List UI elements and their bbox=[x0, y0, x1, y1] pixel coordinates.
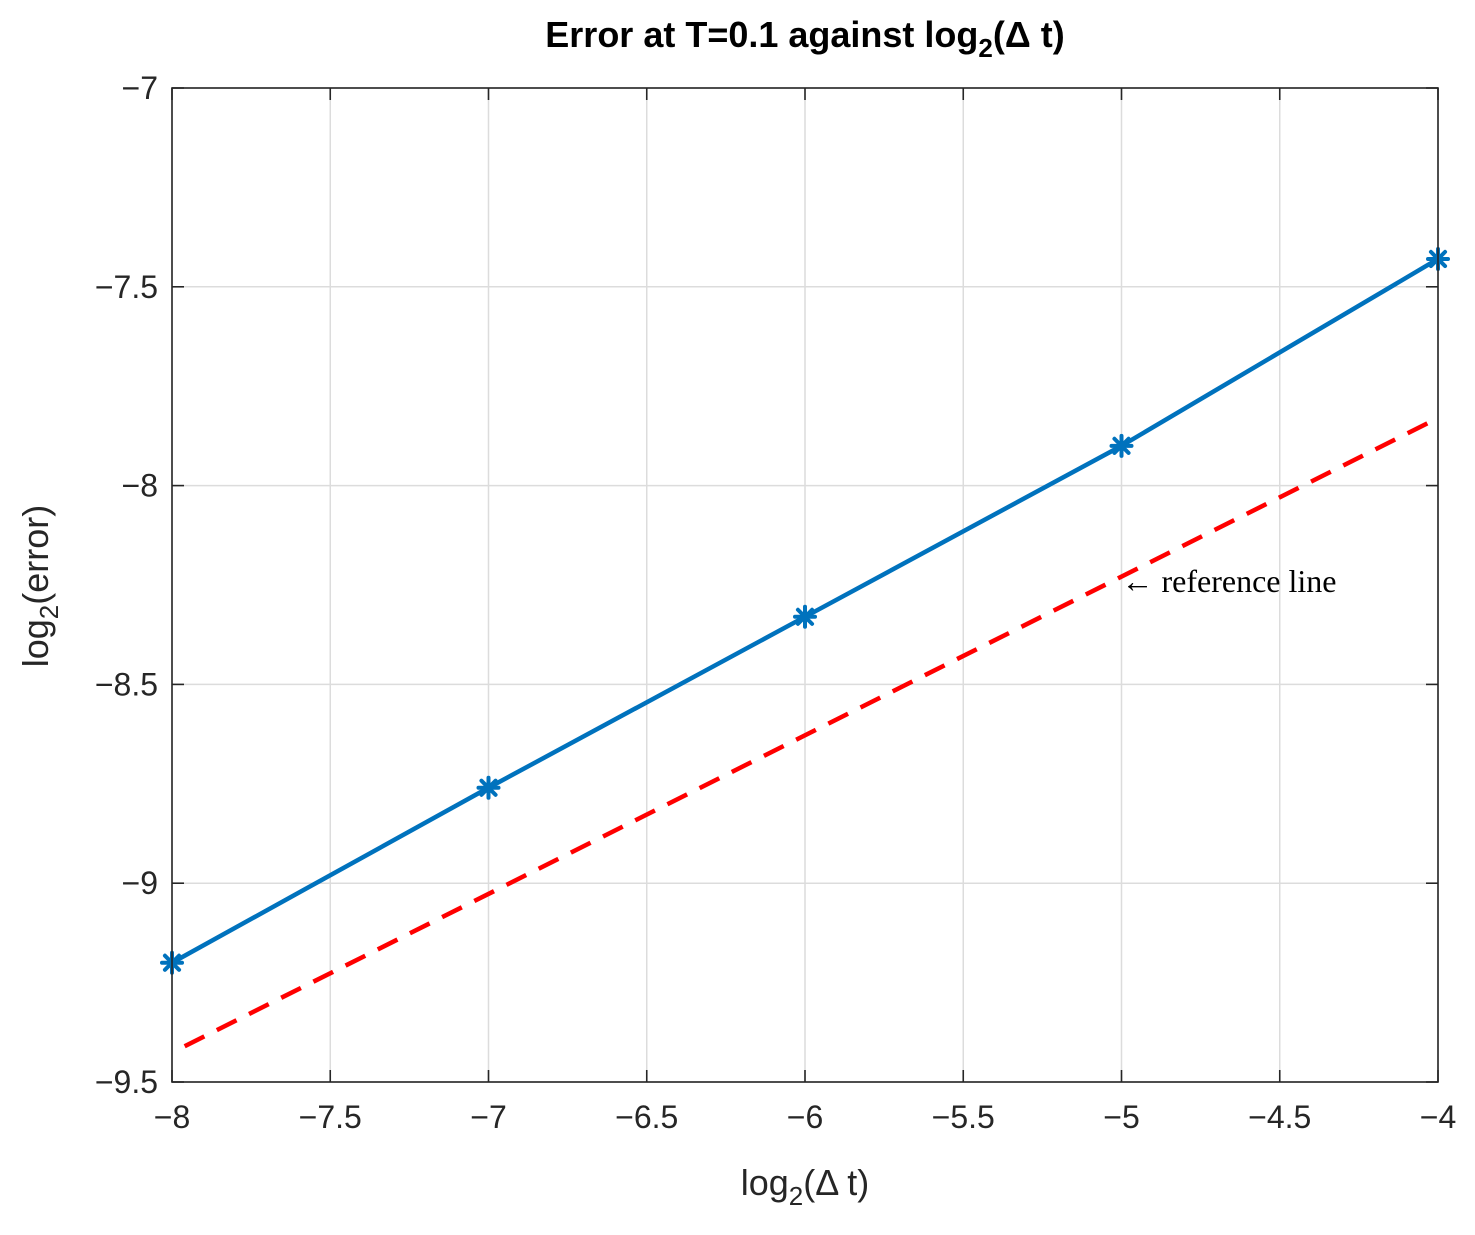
data-point-marker bbox=[1109, 433, 1134, 458]
chart-title-subscript: 2 bbox=[978, 33, 992, 63]
y-axis-label-main: log bbox=[15, 619, 56, 667]
y-tick-label: −7 bbox=[122, 70, 158, 106]
x-tick-label: −7 bbox=[470, 1099, 506, 1135]
y-axis-label-tail: (error) bbox=[15, 505, 56, 605]
x-tick-label: −7.5 bbox=[299, 1099, 362, 1135]
x-tick-label: −4 bbox=[1420, 1099, 1456, 1135]
y-tick-label: −9.5 bbox=[95, 1064, 158, 1100]
annotations: ← reference line bbox=[1122, 563, 1337, 599]
x-axis-label-tail: (Δ t) bbox=[803, 1162, 869, 1203]
x-tick-label: −4.5 bbox=[1248, 1099, 1311, 1135]
data-point-marker bbox=[793, 604, 817, 629]
y-axis-label: log2(error) bbox=[15, 505, 64, 668]
reference-line-annotation: ← reference line bbox=[1122, 563, 1337, 599]
x-axis-label-main: log bbox=[741, 1162, 789, 1203]
x-axis-label-subscript: 2 bbox=[789, 1181, 803, 1211]
x-tick-label: −8 bbox=[154, 1099, 190, 1135]
x-axis-label: log2(Δ t) bbox=[741, 1162, 870, 1211]
y-tick-label: −8 bbox=[122, 468, 158, 504]
reference-series-line bbox=[183, 415, 1440, 1049]
grid bbox=[171, 87, 1439, 1083]
y-axis-label-subscript: 2 bbox=[34, 605, 64, 619]
y-tick-label: −9 bbox=[122, 865, 158, 901]
chart-title-tail: (Δ t) bbox=[993, 14, 1065, 55]
x-tick-label: −6.5 bbox=[615, 1099, 678, 1135]
y-tick-label: −7.5 bbox=[95, 269, 158, 305]
x-tick-label: −5.5 bbox=[932, 1099, 995, 1135]
y-tick-label: −8.5 bbox=[95, 666, 158, 702]
series-layer bbox=[160, 246, 1450, 1049]
chart-title-main: Error at T=0.1 against log bbox=[545, 14, 978, 55]
chart-title: Error at T=0.1 against log2(Δ t) bbox=[545, 14, 1064, 63]
x-tick-label: −5 bbox=[1103, 1099, 1139, 1135]
x-tick-label: −6 bbox=[787, 1099, 823, 1135]
ticks: −8 −7.5 −7 −6.5 −6 −5.5 −5 −4.5 −4 −9.5 −9 −8.5 −8 −7… bbox=[95, 70, 1456, 1135]
data-point-marker bbox=[476, 775, 501, 800]
